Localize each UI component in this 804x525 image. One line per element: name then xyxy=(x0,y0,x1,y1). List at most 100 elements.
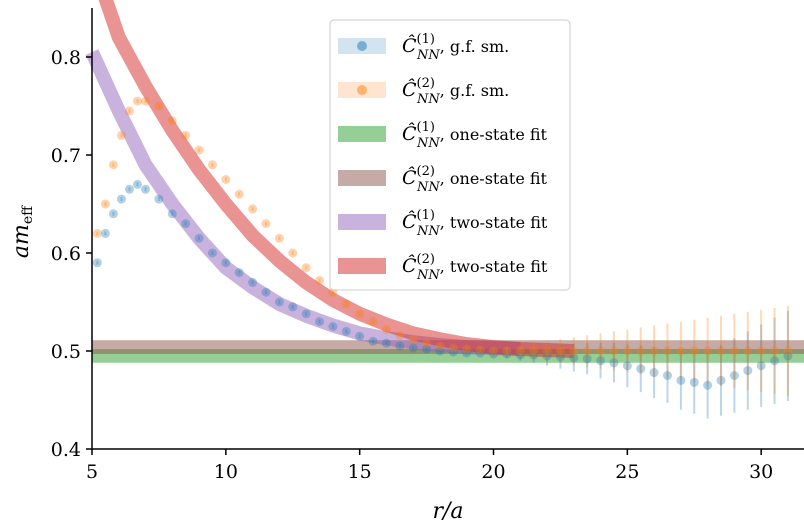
data-point xyxy=(596,346,606,356)
data-point xyxy=(141,96,151,106)
data-point xyxy=(569,353,579,363)
legend-marker xyxy=(357,85,367,95)
data-point xyxy=(301,309,311,319)
data-point xyxy=(395,341,405,351)
data-point xyxy=(395,330,405,340)
data-point xyxy=(133,96,143,106)
data-point xyxy=(355,331,365,341)
y-tick-label: 0.6 xyxy=(51,243,81,265)
data-point xyxy=(569,346,579,356)
data-point xyxy=(248,277,258,287)
two-state-curve-2 xyxy=(98,0,575,358)
data-point xyxy=(622,361,632,371)
data-point xyxy=(475,348,485,358)
data-point xyxy=(609,346,619,356)
y-tick-label: 0.8 xyxy=(51,47,81,69)
data-point xyxy=(408,334,418,344)
data-point xyxy=(448,347,458,357)
data-point xyxy=(167,116,177,126)
data-point xyxy=(609,358,619,368)
data-point xyxy=(194,145,204,155)
legend-label: Ĉ(1) NN, g.f. sm. xyxy=(402,32,509,63)
data-point xyxy=(703,346,713,356)
data-point xyxy=(649,346,659,356)
x-ticks: 5 10 15 20 25 30 xyxy=(86,449,773,483)
legend: Ĉ(1) NN, g.f. sm. Ĉ(2) NN, g.f. sm. Ĉ(1) NN, … xyxy=(329,19,571,291)
data-point xyxy=(462,344,472,354)
data-point xyxy=(783,351,793,361)
data-point xyxy=(716,346,726,356)
data-point xyxy=(274,233,284,243)
data-point xyxy=(502,349,512,359)
data-point xyxy=(529,350,539,360)
data-point xyxy=(703,380,713,390)
data-point xyxy=(207,160,217,170)
data-point xyxy=(194,233,204,243)
data-point xyxy=(288,302,298,312)
axes xyxy=(91,8,804,450)
data-point xyxy=(649,368,659,378)
data-point xyxy=(141,184,151,194)
data-point xyxy=(221,258,231,268)
legend-swatch xyxy=(338,126,386,142)
x-axis-label: r/a xyxy=(432,499,463,524)
data-point xyxy=(756,361,766,371)
data-point xyxy=(489,349,499,359)
data-point xyxy=(100,228,110,238)
data-point xyxy=(315,317,325,327)
data-point xyxy=(622,346,632,356)
data-point xyxy=(582,346,592,356)
data-point xyxy=(355,309,365,319)
fit-curves xyxy=(85,0,575,358)
y-tick-label: 0.5 xyxy=(51,341,81,363)
data-point xyxy=(124,184,134,194)
data-point xyxy=(729,371,739,380)
legend-marker xyxy=(357,41,367,51)
data-point xyxy=(636,346,646,356)
data-point xyxy=(207,248,217,258)
data-point xyxy=(448,343,458,353)
data-point xyxy=(770,356,780,366)
x-tick-label: 15 xyxy=(348,461,372,483)
x-tick-label: 5 xyxy=(86,461,98,483)
data-point xyxy=(315,275,325,285)
data-point xyxy=(435,346,445,356)
data-point xyxy=(716,375,726,385)
x-tick-label: 20 xyxy=(481,461,505,483)
data-point xyxy=(515,350,525,360)
data-point xyxy=(489,346,499,356)
data-point xyxy=(756,346,766,356)
data-point xyxy=(167,209,177,219)
data-point xyxy=(368,336,378,346)
data-point xyxy=(475,345,485,355)
data-point xyxy=(729,346,739,356)
data-point xyxy=(261,219,271,229)
data-point xyxy=(133,179,143,189)
data-point xyxy=(124,106,134,116)
data-point xyxy=(515,346,525,356)
data-point xyxy=(662,346,672,356)
data-point xyxy=(435,341,445,351)
legend-label: Ĉ(2) NN, two-state fit xyxy=(402,252,548,283)
data-point xyxy=(328,322,338,331)
data-point xyxy=(92,228,102,238)
data-point xyxy=(689,346,699,356)
data-point xyxy=(770,346,780,356)
data-point xyxy=(261,287,271,297)
x-tick-label: 10 xyxy=(214,461,238,483)
data-point xyxy=(636,364,646,374)
legend-label: Ĉ(1) NN, one-state fit xyxy=(402,120,548,151)
x-tick-label: 25 xyxy=(615,461,639,483)
data-point xyxy=(116,194,126,204)
data-point xyxy=(555,346,565,356)
data-point xyxy=(542,346,552,356)
data-point xyxy=(181,219,191,229)
data-point xyxy=(743,366,753,376)
data-points xyxy=(92,96,793,419)
data-point xyxy=(462,348,472,358)
data-point xyxy=(555,352,565,362)
data-point xyxy=(596,356,606,366)
data-point xyxy=(502,346,512,356)
data-point xyxy=(301,263,311,273)
